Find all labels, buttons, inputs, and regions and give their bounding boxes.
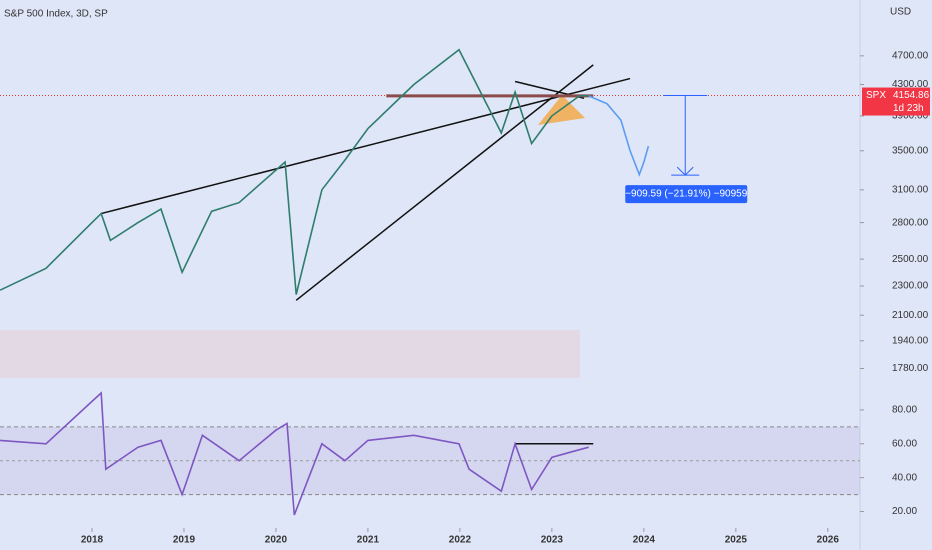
x-tick-label: 2021 — [357, 535, 380, 546]
x-tick-label: 2026 — [817, 535, 840, 546]
x-tick-label: 2019 — [173, 535, 196, 546]
y-tick-label: 4700.00 — [892, 50, 929, 61]
tag-value: 4154.86 — [893, 90, 930, 101]
volume-area — [0, 330, 580, 378]
x-tick-label: 2025 — [725, 535, 748, 546]
y-tick-label: 60.00 — [892, 438, 917, 449]
y-tick-label: 2300.00 — [892, 281, 929, 292]
arrow-head — [676, 166, 694, 176]
trendline — [100, 77, 631, 215]
axis-label: USD — [890, 7, 911, 18]
x-tick-label: 2018 — [81, 535, 104, 546]
tag-countdown: 1d 23h — [893, 103, 924, 114]
y-tick-label: 3500.00 — [892, 145, 929, 156]
price-tag — [862, 87, 930, 116]
y-tick-label: 4300.00 — [892, 79, 929, 90]
y-tick-label: 2100.00 — [892, 310, 929, 321]
y-tick-label: 80.00 — [892, 405, 917, 416]
chart-title: S&P 500 Index, 3D, SP — [4, 9, 108, 20]
y-tick-label: 2800.00 — [892, 217, 929, 228]
measure-label: −909.59 (−21.91%) −90959 — [625, 189, 747, 200]
trendline — [295, 64, 594, 301]
y-tick-label: 2500.00 — [892, 254, 929, 265]
x-tick-label: 2024 — [633, 535, 656, 546]
y-tick-label: 1940.00 — [892, 335, 929, 346]
tag-symbol: SPX — [866, 90, 886, 101]
y-tick-label: 20.00 — [892, 506, 917, 517]
y-tick-label: 3100.00 — [892, 184, 929, 195]
y-tick-label: 3900.00 — [892, 111, 929, 122]
series-line — [588, 95, 650, 177]
x-tick-label: 2022 — [449, 535, 472, 546]
series-line — [0, 391, 589, 516]
measure-box — [625, 185, 748, 204]
series-line — [0, 48, 589, 295]
y-tick-label: 1780.00 — [892, 363, 929, 374]
x-tick-label: 2023 — [541, 535, 564, 546]
y-tick-label: 40.00 — [892, 472, 917, 483]
x-tick-label: 2020 — [265, 535, 288, 546]
